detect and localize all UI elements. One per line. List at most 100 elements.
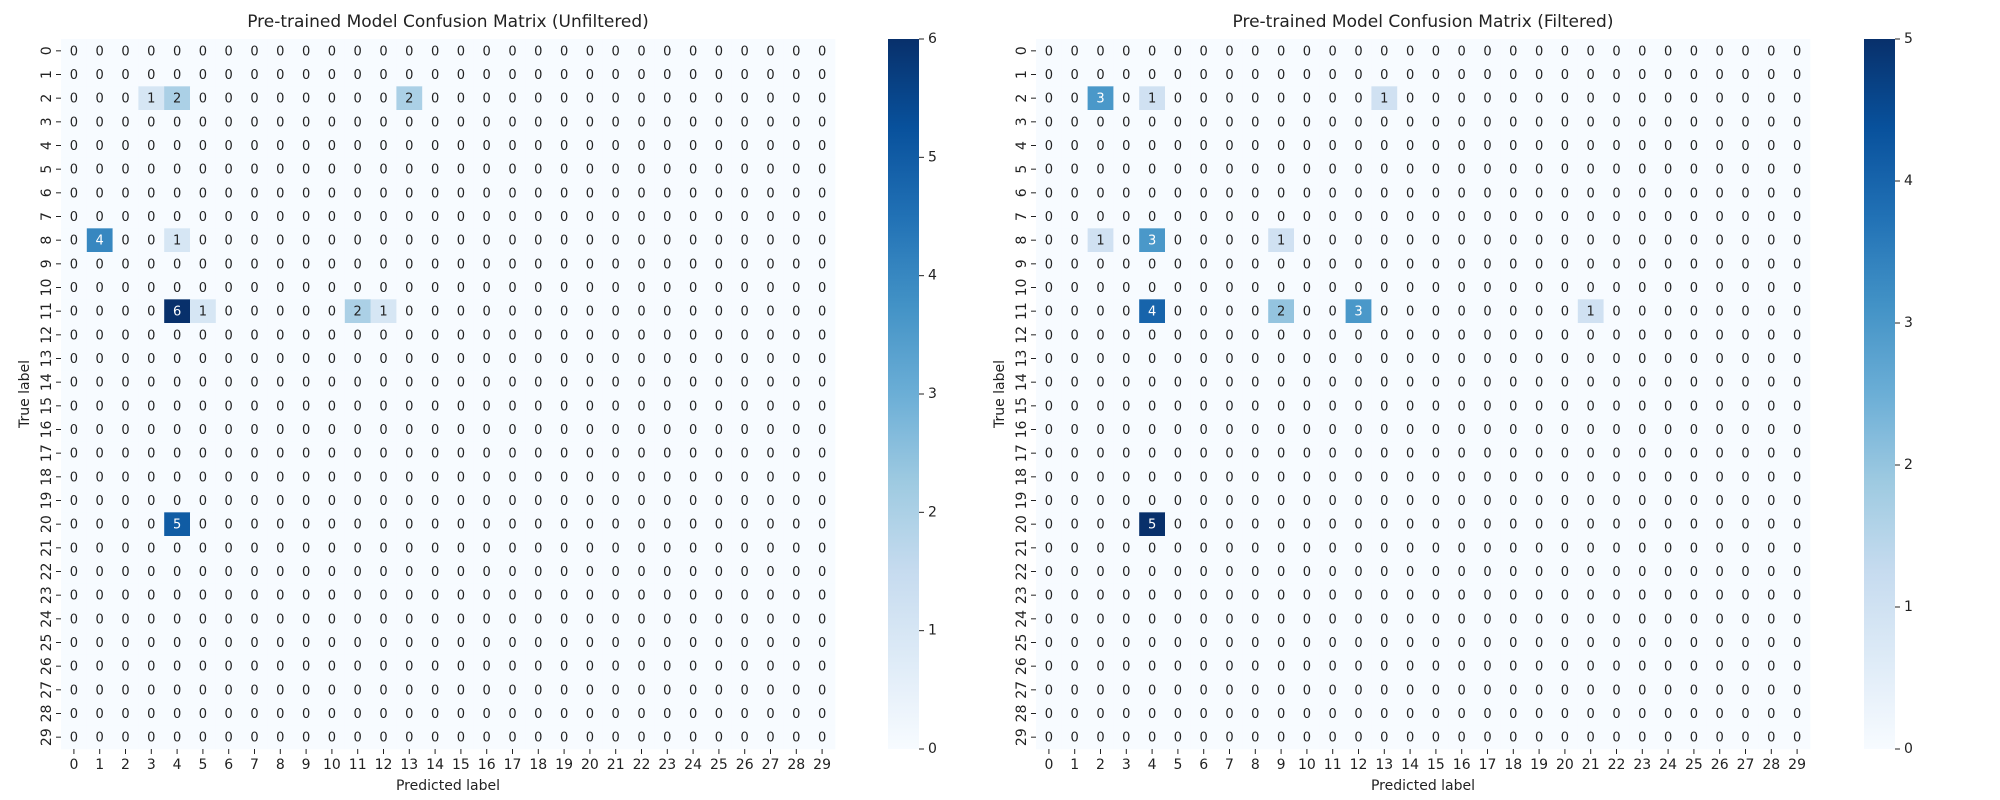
heatmap-cell — [396, 39, 423, 63]
heatmap-cell — [525, 725, 552, 750]
cell-label: 0 — [354, 423, 362, 438]
heatmap-cell — [319, 394, 346, 418]
heatmap-cell — [448, 275, 475, 300]
heatmap-cell — [757, 133, 784, 158]
heatmap-cell — [1500, 39, 1527, 63]
cell-label: 0 — [560, 305, 568, 320]
heatmap-cell — [680, 275, 707, 300]
cell-label: 0 — [225, 139, 233, 154]
heatmap-cell — [448, 559, 475, 584]
cell-label: 0 — [483, 541, 491, 556]
heatmap-cell — [1371, 133, 1398, 158]
cell-label: 0 — [1561, 612, 1569, 627]
cell-label: 0 — [1303, 707, 1311, 722]
cell-label: 0 — [199, 234, 207, 249]
cell-label: 0 — [70, 163, 78, 178]
heatmap-cell — [241, 394, 268, 418]
heatmap-cell — [1113, 252, 1140, 276]
heatmap-cell — [1448, 39, 1475, 63]
heatmap-cell — [499, 86, 526, 111]
cell-label: 0 — [70, 139, 78, 154]
cell-label: 0 — [1509, 636, 1517, 651]
heatmap-cell — [1448, 133, 1475, 158]
cell-label: 0 — [1664, 399, 1672, 414]
cell-label: 0 — [379, 541, 387, 556]
cell-label: 0 — [1535, 683, 1543, 698]
colorbar-tick-label: 4 — [928, 268, 937, 284]
heatmap-cell — [1784, 228, 1811, 253]
heatmap-cell — [525, 394, 552, 418]
heatmap-cell — [628, 678, 655, 702]
heatmap-cell — [396, 417, 423, 442]
cell-label: 0 — [741, 44, 749, 59]
cell-label: 0 — [199, 210, 207, 225]
heatmap-cell — [267, 370, 294, 395]
heatmap-cell — [473, 323, 500, 347]
cell-label: 0 — [1458, 139, 1466, 154]
cell-label: 0 — [1561, 731, 1569, 746]
heatmap-cell — [190, 678, 217, 702]
cell-label: 0 — [483, 305, 491, 320]
cell-label: 0 — [1174, 186, 1182, 201]
cell-label: 0 — [766, 612, 774, 627]
cell-label: 0 — [741, 399, 749, 414]
cell-label: 0 — [173, 139, 181, 154]
cell-label: 0 — [715, 257, 723, 272]
heatmap-cell — [241, 607, 268, 631]
cell-label: 0 — [766, 636, 774, 651]
cell-label: 0 — [715, 660, 723, 675]
heatmap-cell — [499, 417, 526, 442]
cell-label: 0 — [1793, 636, 1801, 651]
cell-label: 0 — [1509, 399, 1517, 414]
heatmap-cell — [61, 417, 88, 442]
cell-label: 0 — [1354, 589, 1362, 604]
heatmap-cell — [499, 157, 526, 182]
heatmap-cell — [164, 39, 191, 63]
heatmap-cell — [706, 62, 733, 87]
heatmap-cell — [1242, 252, 1269, 276]
cell-label: 0 — [1406, 352, 1414, 367]
cell-label: 0 — [1354, 470, 1362, 485]
heatmap-cell — [577, 536, 604, 560]
heatmap-cell — [473, 370, 500, 395]
heatmap-cell — [680, 110, 707, 134]
heatmap-cell — [1577, 204, 1604, 229]
cell-label: 0 — [689, 731, 697, 746]
heatmap-cell — [1603, 181, 1630, 205]
cell-label: 0 — [1174, 589, 1182, 604]
cell-label: 0 — [1329, 281, 1337, 296]
cell-label: 0 — [1251, 115, 1259, 130]
cell-label: 0 — [1277, 210, 1285, 225]
cell-label: 0 — [1045, 589, 1053, 604]
cell-label: 0 — [1741, 683, 1749, 698]
cell-label: 0 — [792, 707, 800, 722]
cell-label: 0 — [483, 565, 491, 580]
heatmap-cell — [783, 607, 810, 631]
cell-label: 0 — [1354, 683, 1362, 698]
heatmap-cell — [1603, 228, 1630, 253]
cell-label: 0 — [1612, 565, 1620, 580]
cell-label: 0 — [1329, 518, 1337, 533]
cell-label: 0 — [199, 376, 207, 391]
cell-label: 0 — [1587, 139, 1595, 154]
heatmap-cell — [241, 346, 268, 371]
cell-label: 0 — [302, 92, 310, 107]
heatmap-cell — [1268, 181, 1295, 205]
cell-label: 0 — [354, 399, 362, 414]
y-tick-label: 18 — [39, 468, 55, 486]
cell-label: 0 — [1767, 565, 1775, 580]
heatmap-cell — [164, 370, 191, 395]
heatmap-cell — [731, 559, 758, 584]
heatmap-cell — [1732, 181, 1759, 205]
cell-label: 0 — [1174, 470, 1182, 485]
heatmap-cell — [448, 86, 475, 111]
cell-label: 0 — [1406, 636, 1414, 651]
heatmap-cell — [551, 559, 578, 584]
cell-label: 0 — [1432, 565, 1440, 580]
heatmap-cell — [1552, 62, 1579, 87]
heatmap-cell — [112, 133, 139, 158]
cell-label: 0 — [1329, 423, 1337, 438]
cell-label: 0 — [1716, 305, 1724, 320]
cell-label: 0 — [1406, 257, 1414, 272]
heatmap-cell — [1500, 110, 1527, 134]
